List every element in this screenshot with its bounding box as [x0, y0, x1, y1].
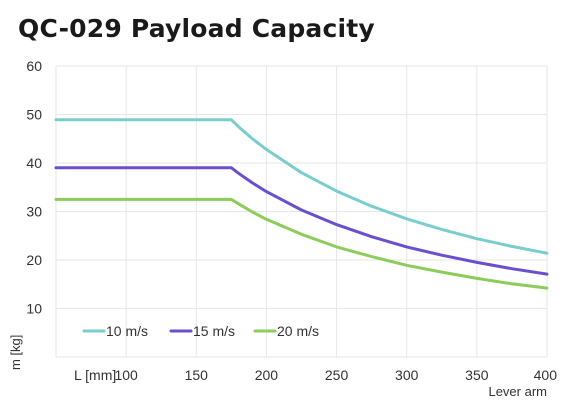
legend-label-1: 10 m/s: [106, 323, 148, 339]
legend-label-3: 20 m/s: [277, 323, 319, 339]
y-tick-label: 50: [26, 107, 42, 123]
y-tick-label: 40: [26, 155, 42, 171]
legend-label-2: 15 m/s: [193, 323, 235, 339]
x-tick-label: 200: [255, 367, 279, 383]
y-tick-labels: 10 20 30 40 50 60: [26, 58, 42, 317]
x-inline-axis-label: L [mm]: [74, 367, 116, 383]
series-line-2: [54, 166, 549, 276]
y-axis-label: m [kg]: [8, 335, 23, 370]
x-tick-label: 350: [465, 367, 489, 383]
series-lines: [54, 118, 549, 290]
x-tick-label: 150: [185, 367, 209, 383]
x-axis-label: Lever arm: [488, 384, 547, 399]
y-tick-label: 10: [26, 301, 42, 317]
chart-title: QC-029 Payload Capacity: [18, 14, 375, 43]
series-line-1: [54, 118, 549, 255]
grid-lines: [55, 65, 548, 358]
x-tick-label: 100: [114, 367, 138, 383]
x-tick-labels: 100 150 200 250 300 350 400: [114, 367, 557, 383]
y-tick-label: 60: [26, 58, 42, 74]
x-tick-label: 250: [325, 367, 349, 383]
series-line-3: [54, 197, 549, 290]
x-tick-label: 300: [395, 367, 419, 383]
x-tick-label: 400: [534, 367, 558, 383]
y-tick-label: 20: [26, 252, 42, 268]
legend: 10 m/s 15 m/s 20 m/s: [82, 323, 319, 339]
y-tick-label: 30: [26, 204, 42, 220]
